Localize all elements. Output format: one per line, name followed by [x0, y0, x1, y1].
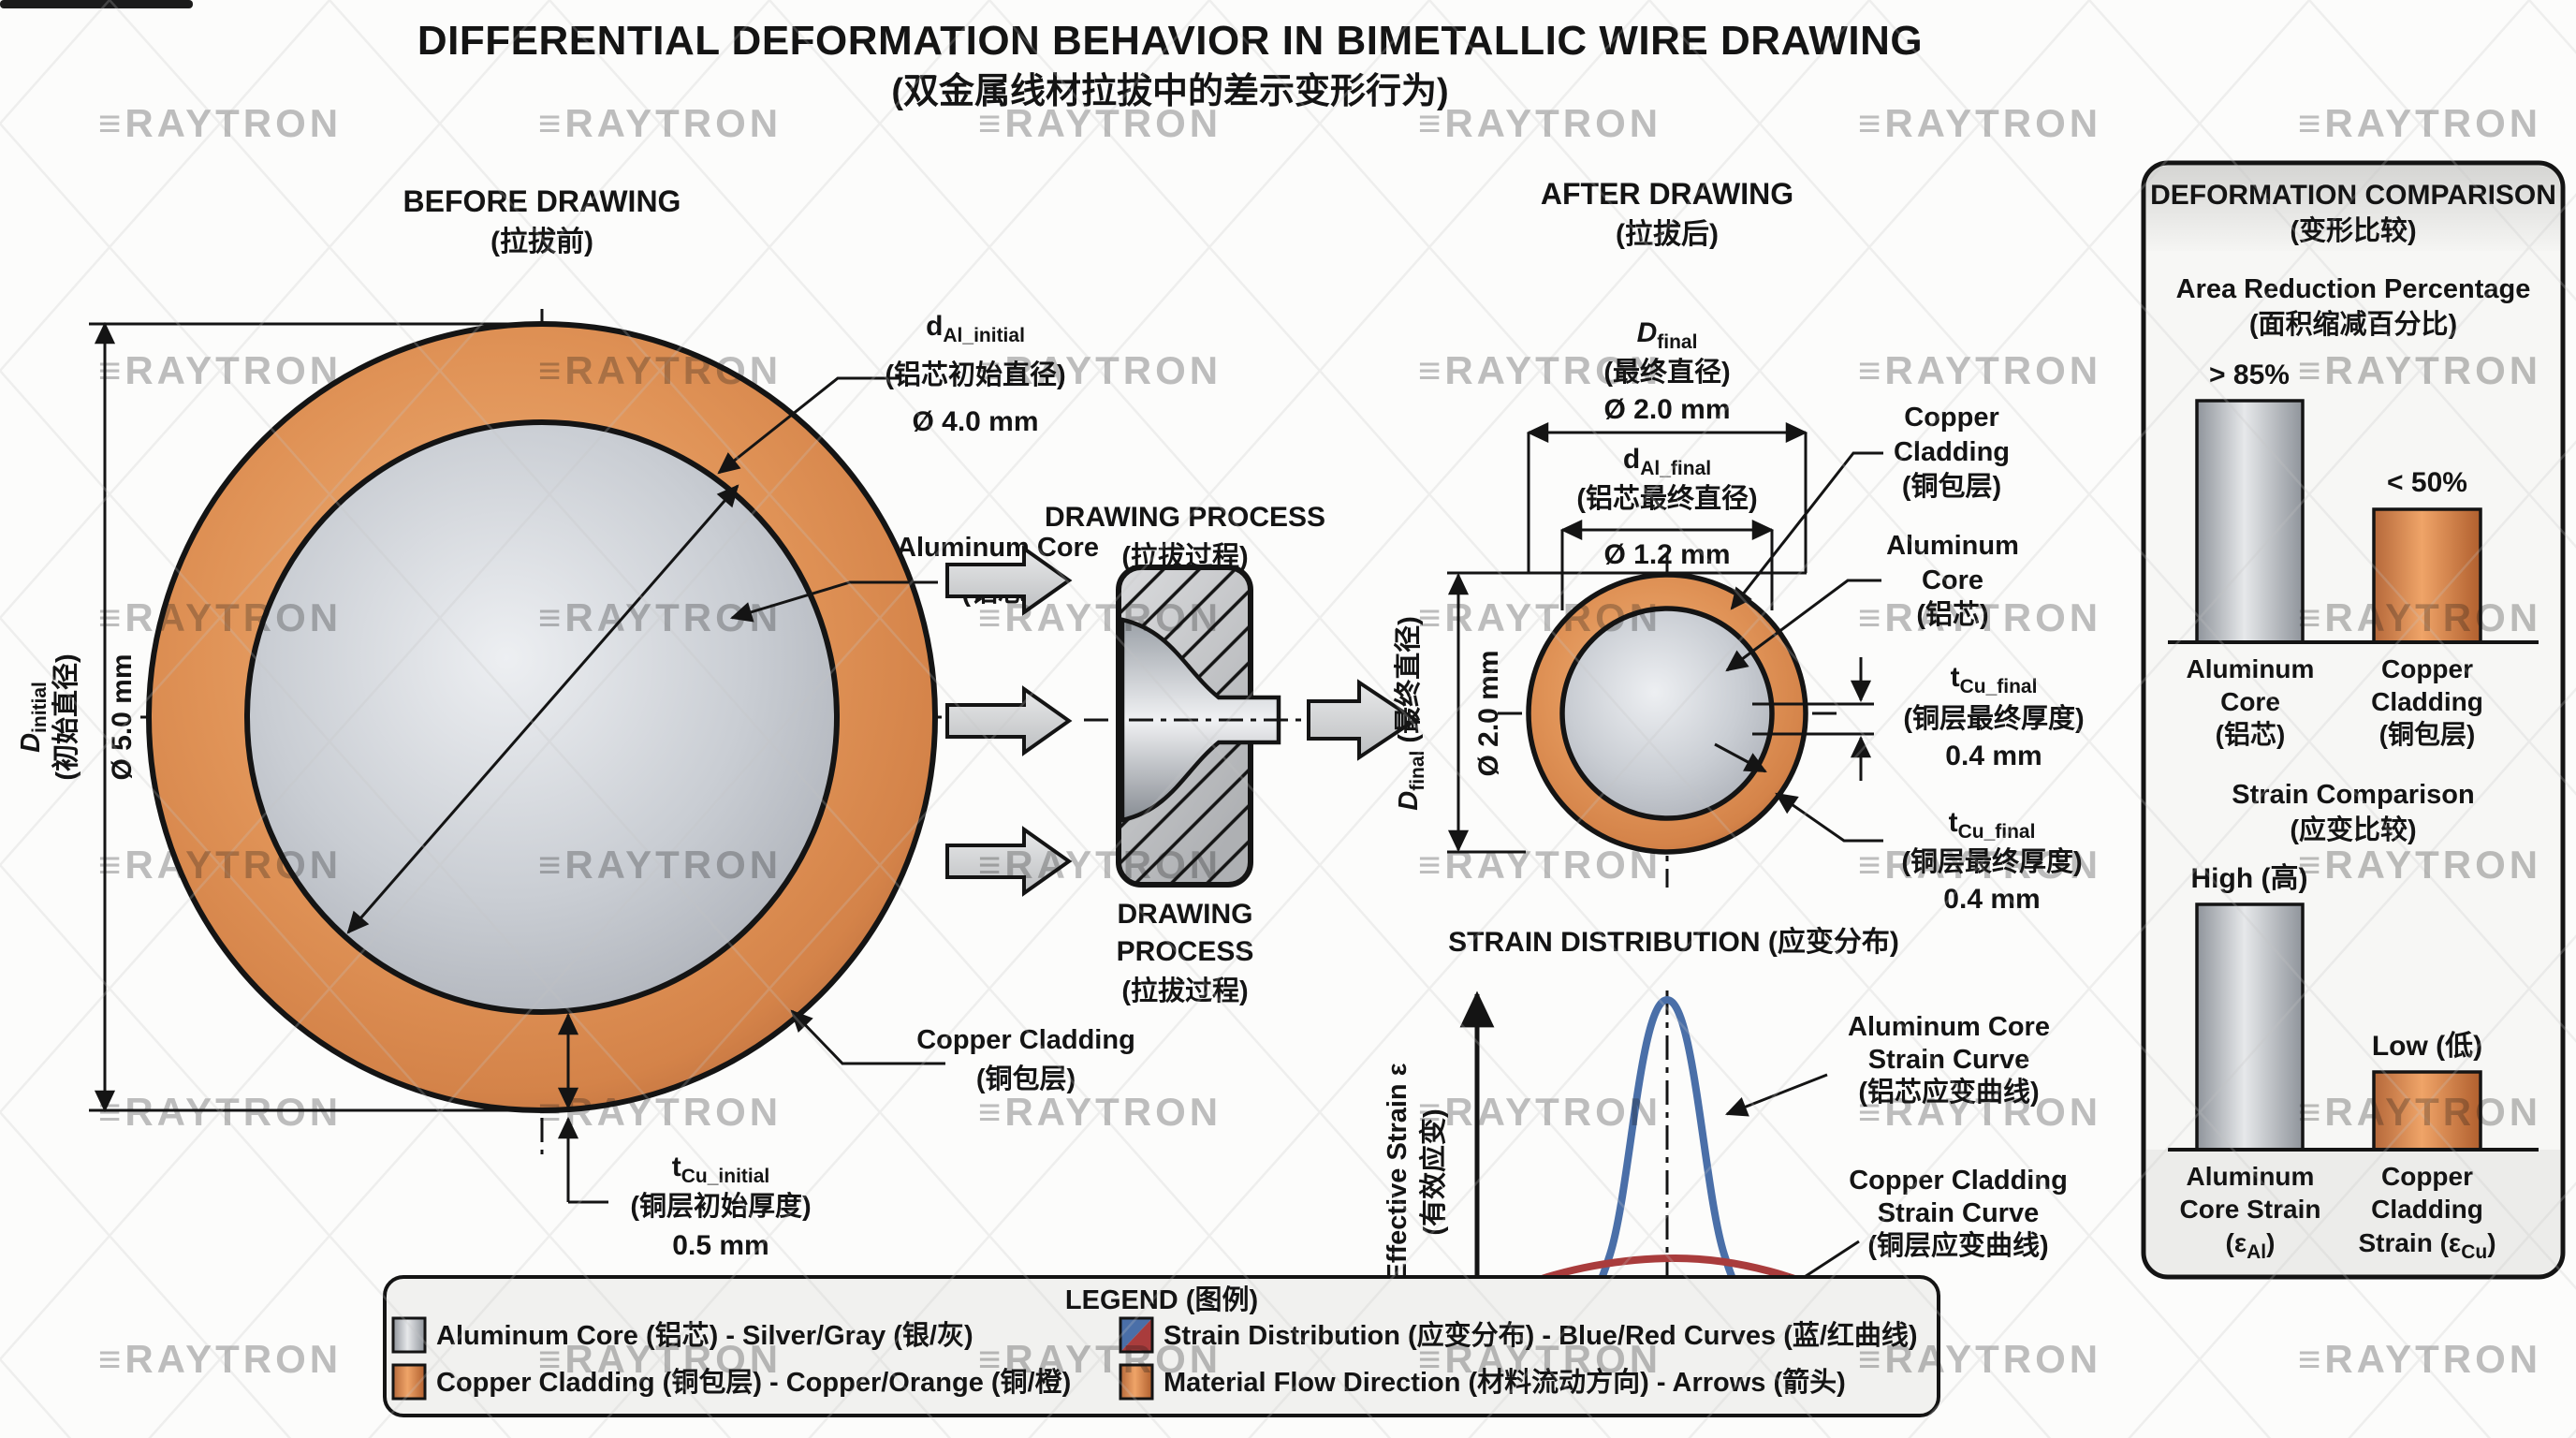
svg-text:Material Flow Direction (材料流动方: Material Flow Direction (材料流动方向) - Arrow…	[1164, 1366, 1846, 1398]
svg-text:(铝芯应变曲线): (铝芯应变曲线)	[1858, 1076, 2039, 1108]
page-title: DIFFERENTIAL DEFORMATION BEHAVIOR IN BIM…	[417, 18, 1923, 64]
after-title: AFTER DRAWING	[1541, 177, 1793, 211]
svg-text:0.4 mm: 0.4 mm	[1945, 741, 2042, 771]
svg-text:Aluminum: Aluminum	[2187, 654, 2315, 683]
svg-text:Core: Core	[2220, 687, 2280, 716]
svg-text:0.5 mm: 0.5 mm	[672, 1230, 768, 1261]
svg-text:0.4 mm: 0.4 mm	[1943, 884, 2040, 915]
svg-text:(铜层初始厚度): (铜层初始厚度)	[630, 1190, 811, 1222]
svg-text:Aluminum: Aluminum	[2187, 1162, 2315, 1191]
before-title: BEFORE DRAWING	[403, 184, 681, 218]
svg-text:Cladding: Cladding	[2371, 1195, 2483, 1224]
svg-text:Strain Curve: Strain Curve	[1878, 1198, 2039, 1228]
svg-text:Core: Core	[1922, 565, 1983, 595]
svg-text:Copper Cladding: Copper Cladding	[1849, 1166, 2068, 1196]
svg-text:Core Strain: Core Strain	[2180, 1195, 2321, 1224]
svg-text:(铜包层): (铜包层)	[1902, 470, 2001, 502]
aluminum-strain-bar	[2195, 902, 2305, 1152]
svg-text:Copper Cladding (铜包层) - Copper: Copper Cladding (铜包层) - Copper/Orange (铜…	[436, 1366, 1071, 1398]
svg-text:Ø 2.0 mm: Ø 2.0 mm	[1603, 394, 1730, 425]
svg-text:(铜包层): (铜包层)	[976, 1063, 1076, 1094]
svg-text:(铜包层): (铜包层)	[2379, 720, 2476, 749]
copper-strain-bar	[2372, 1070, 2482, 1152]
svg-text:(应变比较): (应变比较)	[2290, 814, 2416, 845]
svg-text:(最终直径): (最终直径)	[1603, 357, 1730, 388]
screen-artifact	[0, 0, 193, 8]
svg-text:Aluminum: Aluminum	[1886, 531, 2019, 561]
svg-text:Copper: Copper	[1904, 403, 1999, 433]
deformation-comparison-panel: DEFORMATION COMPARISON (变形比较) Area Reduc…	[2141, 160, 2566, 1280]
flow-swatch-icon	[1119, 1363, 1154, 1401]
strain-y-label-cn: (有效应变)	[1417, 1108, 1449, 1235]
bar-value: Low (低)	[2372, 1031, 2482, 1062]
panel-title: DEFORMATION COMPARISON	[2150, 180, 2556, 211]
after-subtitle: (拉拔后)	[1616, 218, 1719, 250]
copper-bar	[2372, 507, 2482, 644]
svg-text:Copper: Copper	[2381, 654, 2473, 683]
svg-text:Strain Distribution (应变分布) - B: Strain Distribution (应变分布) - Blue/Red Cu…	[1164, 1319, 1918, 1351]
legend-item-aluminum: Aluminum Core (铝芯) - Silver/Gray (银/灰)	[391, 1316, 973, 1354]
before-aluminum-core	[244, 419, 840, 1015]
bar-value: High (高)	[2191, 863, 2308, 894]
svg-text:(面积缩减百分比): (面积缩减百分比)	[2249, 309, 2457, 340]
strain-y-label: Effective Strain ε	[1383, 1063, 1412, 1281]
svg-text:(铜层最终厚度): (铜层最终厚度)	[1901, 846, 2082, 877]
svg-text:Aluminum Core: Aluminum Core	[897, 533, 1099, 563]
d-initial-value: Ø 5.0 mm	[107, 653, 138, 780]
copper-swatch-icon	[391, 1363, 427, 1401]
svg-text:Ø 4.0 mm: Ø 4.0 mm	[912, 406, 1038, 437]
before-subtitle: (拉拔前)	[490, 226, 593, 257]
svg-text:(铝芯初始直径): (铝芯初始直径)	[885, 359, 1065, 390]
svg-text:Copper: Copper	[2381, 1162, 2473, 1191]
svg-text:Area Reduction Percentage: Area Reduction Percentage	[2176, 274, 2531, 304]
svg-text:(铝芯): (铝芯)	[1916, 599, 1988, 630]
svg-text:(铝芯): (铝芯)	[2216, 720, 2286, 749]
bar-value: > 85%	[2209, 360, 2290, 390]
svg-text:Strain Curve: Strain Curve	[1868, 1045, 2029, 1075]
page-title-cn: (双金属线材拉拔中的差示变形行为)	[891, 71, 1448, 111]
svg-text:Copper Cladding: Copper Cladding	[916, 1025, 1135, 1055]
svg-text:Aluminum Core: Aluminum Core	[1848, 1012, 2050, 1042]
svg-text:Cladding: Cladding	[1894, 437, 2010, 467]
bar-value: < 50%	[2387, 467, 2467, 498]
legend-item-strain: Strain Distribution (应变分布) - Blue/Red Cu…	[1119, 1316, 1918, 1354]
process-title: DRAWING PROCESS	[1045, 502, 1325, 533]
svg-text:(铜层最终厚度): (铜层最终厚度)	[1903, 703, 2084, 734]
after-aluminum-core	[1559, 606, 1775, 821]
d-initial-name-cn: (初始直径)	[50, 653, 81, 780]
legend: LEGEND (图例) Aluminum Core (铝芯) - Silver/…	[383, 1275, 1940, 1417]
legend-item-copper: Copper Cladding (铜包层) - Copper/Orange (铜…	[391, 1363, 1071, 1401]
svg-text:Aluminum Core (铝芯) - Silver/Gr: Aluminum Core (铝芯) - Silver/Gray (银/灰)	[436, 1320, 973, 1351]
svg-text:Cladding: Cladding	[2371, 687, 2483, 716]
aluminum-bar	[2195, 399, 2305, 644]
strain-chart-title: STRAIN DISTRIBUTION (应变分布)	[1448, 926, 1899, 958]
aluminum-swatch-icon	[391, 1316, 427, 1354]
process-caption-1: DRAWING	[1118, 899, 1253, 930]
process-caption-cn: (拉拔过程)	[1121, 975, 1248, 1006]
svg-text:(铝芯最终直径): (铝芯最终直径)	[1576, 483, 1757, 514]
process-caption-2: PROCESS	[1117, 936, 1254, 967]
legend-title: LEGEND (图例)	[1065, 1284, 1258, 1315]
svg-text:(铜层应变曲线): (铜层应变曲线)	[1867, 1229, 2048, 1261]
legend-item-flow: Material Flow Direction (材料流动方向) - Arrow…	[1119, 1363, 1846, 1401]
svg-text:Strain Comparison: Strain Comparison	[2232, 780, 2474, 810]
panel-title-cn: (变形比较)	[2290, 214, 2416, 246]
